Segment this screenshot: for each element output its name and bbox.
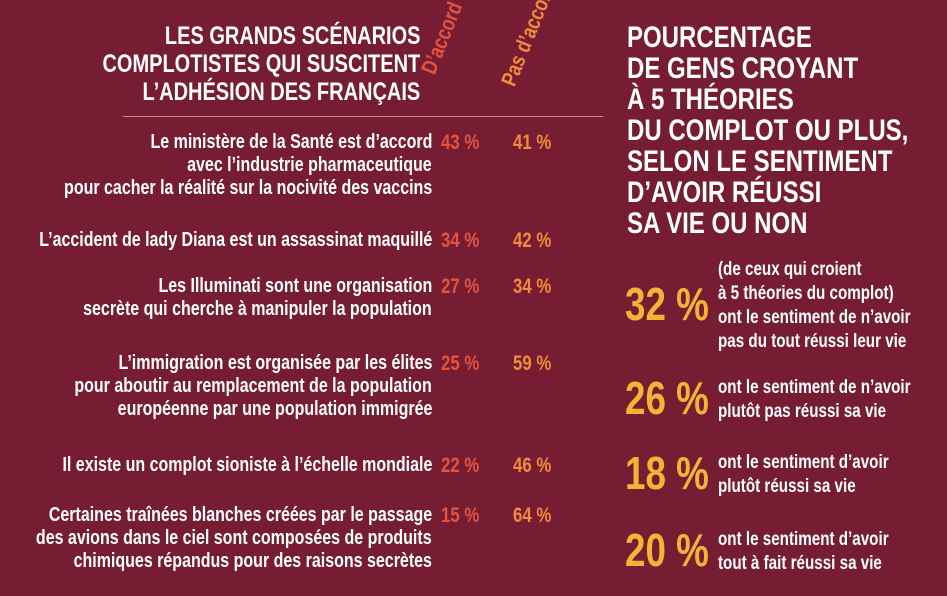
row-text: avec l’industrie pharmaceutique: [187, 154, 432, 176]
row-text: Il existe un complot sioniste à l’échell…: [62, 454, 432, 476]
column-header: Pas d’accord: [495, 0, 561, 90]
title-line: SA VIE OU NON: [627, 207, 808, 240]
title-line: LES GRANDS SCÉNARIOS: [164, 22, 420, 50]
row-text: chimiques répandus pour des raisons secr…: [73, 550, 432, 572]
disagree-value: 42 %: [513, 229, 552, 252]
item-text: ont le sentiment de n’avoir: [718, 307, 911, 328]
title-line: DU COMPLOT OU PLUS,: [627, 114, 909, 147]
big-value: 32 %: [625, 278, 709, 330]
title-line: DE GENS CROYANT: [627, 52, 859, 85]
column-header: D’accord: [415, 0, 468, 78]
item-text: pas du tout réussi leur vie: [718, 331, 907, 352]
title-line: POURCENTAGE: [627, 21, 812, 54]
title-line: L’ADHÉSION DES FRANÇAIS: [142, 78, 420, 106]
big-value: 18 %: [625, 447, 709, 499]
row-text: pour aboutir au remplacement de la popul…: [74, 375, 432, 397]
item-text: à 5 théories du complot): [718, 283, 894, 304]
item-text: plutôt réussi sa vie: [718, 476, 856, 497]
row-text: Certaines traînées blanches créées par l…: [48, 504, 432, 526]
row-text: L’immigration est organisée par les élit…: [118, 352, 432, 374]
big-value: 26 %: [625, 372, 709, 424]
row-text: européenne par une population immigrée: [117, 398, 432, 420]
row-text: L’accident de lady Diana est un assassin…: [38, 229, 432, 251]
agree-value: 15 %: [441, 504, 480, 527]
row-text: Les Illuminati sont une organisation: [158, 275, 432, 297]
title-line: D’AVOIR RÉUSSI: [627, 176, 822, 209]
item-text: (de ceux qui croient: [718, 259, 862, 280]
item-text: ont le sentiment d’avoir: [718, 529, 889, 550]
separator: [123, 116, 603, 117]
title-line: COMPLOTISTES QUI SUSCITENT: [102, 50, 420, 78]
item-text: tout à fait réussi sa vie: [718, 553, 882, 574]
big-value: 20 %: [625, 524, 709, 576]
title-line: SELON LE SENTIMENT: [627, 145, 893, 178]
agree-value: 25 %: [441, 352, 480, 375]
item-text: ont le sentiment de n’avoir: [718, 377, 911, 398]
row-text: secrète qui cherche à manipuler la popul…: [83, 298, 432, 320]
disagree-value: 64 %: [513, 504, 552, 527]
agree-value: 27 %: [441, 275, 480, 298]
row-text: des avions dans le ciel sont composées d…: [36, 527, 432, 549]
agree-value: 34 %: [441, 229, 480, 252]
agree-value: 43 %: [441, 131, 480, 154]
disagree-value: 59 %: [513, 352, 552, 375]
title-line: À 5 THÉORIES: [627, 83, 794, 116]
item-text: plutôt pas réussi sa vie: [718, 401, 887, 422]
row-text: pour cacher la réalité sur la nocivité d…: [63, 177, 432, 199]
disagree-value: 46 %: [513, 454, 552, 477]
item-text: ont le sentiment d’avoir: [718, 452, 889, 473]
row-text: Le ministère de la Santé est d’accord: [150, 131, 432, 153]
disagree-value: 34 %: [513, 275, 552, 298]
agree-value: 22 %: [441, 454, 480, 477]
disagree-value: 41 %: [513, 131, 552, 154]
